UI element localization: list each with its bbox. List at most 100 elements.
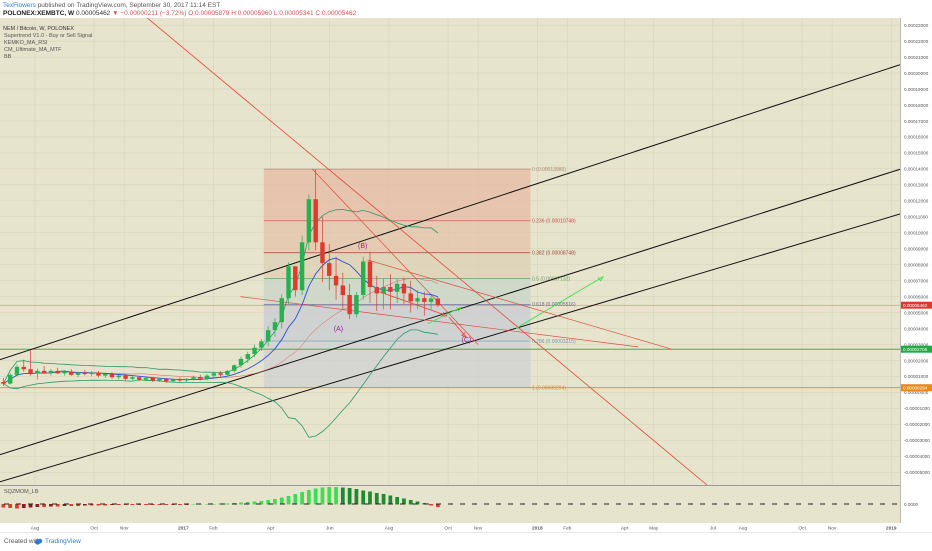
candle-body <box>136 377 142 380</box>
price-tick-label: 0.00011000 <box>904 215 928 220</box>
down-triangle-icon: ▼ <box>112 10 119 17</box>
price-axis[interactable]: 0.00023000 0.00022000 0.00021000 0.00020000… <box>904 23 930 507</box>
price-tick-label: 0.00020000 <box>904 71 929 76</box>
candle-body <box>130 377 135 379</box>
candle <box>245 351 250 363</box>
time-tick-label: Nov <box>474 526 483 532</box>
candle-body <box>143 378 149 380</box>
candle <box>306 194 312 251</box>
price-tick-label: -0.00005000 <box>904 470 930 475</box>
indicator-supertrend[interactable]: Supertrend V1.0 - Buy or Sell Signal <box>4 33 93 39</box>
fib-level-label: 0.382 (0.00008748) <box>532 251 576 257</box>
last-price: 0.00005462 <box>75 10 111 17</box>
candle <box>347 283 352 319</box>
price-tag-background <box>901 384 932 392</box>
time-axis[interactable]: Aug Oct Nov 2017 Feb Apr Jun Aug Oct Nov 2018 Feb Ap… <box>31 526 897 532</box>
symbol-label[interactable]: POLONEX:XEMBTC, W <box>3 10 75 17</box>
price-tick-label: -0.00001000 <box>904 406 930 411</box>
candle <box>286 262 291 305</box>
candle <box>170 378 176 383</box>
downtrend-line-major <box>146 18 708 485</box>
candle-body <box>55 370 60 374</box>
candle-body <box>272 322 278 331</box>
candle-body <box>347 295 352 315</box>
candle-body <box>394 283 400 292</box>
wave-label: (C) <box>462 337 472 344</box>
candle-body <box>41 370 47 374</box>
candle-body <box>116 375 122 378</box>
created-with-label: Created with <box>4 538 41 545</box>
wave-label: (A) <box>334 326 343 333</box>
time-tick-label: Oct <box>444 526 452 532</box>
tradingview-brand[interactable]: TradingView <box>45 538 81 545</box>
pair-title: NEM / Bitcoin, W, POLONEX <box>3 26 74 32</box>
candle <box>367 251 373 303</box>
candle <box>354 291 359 318</box>
time-tick-label: Aug <box>31 526 40 532</box>
candle <box>299 235 305 296</box>
candle <box>184 378 189 383</box>
trend-lines[interactable] <box>0 18 900 485</box>
price-tags: 0.00005462 0.00002706 0.00000294 <box>901 301 932 392</box>
fib-zone <box>263 304 531 342</box>
candle-body <box>177 379 183 381</box>
indicator-kemko[interactable]: KEMKO_MA_RSI <box>4 40 48 46</box>
candle-body <box>401 283 407 294</box>
candle <box>204 374 210 381</box>
time-tick-label: Jul <box>710 526 716 532</box>
candle <box>177 377 183 383</box>
candle-body <box>354 295 359 315</box>
candle-body <box>1 382 6 384</box>
candle-body <box>35 370 40 374</box>
candle-body <box>299 242 305 291</box>
price-tick-label: 0.00002000 <box>904 358 929 363</box>
indicator-lines <box>3 209 439 438</box>
candle <box>381 279 386 310</box>
fib-level-label: 0.786 (0.00003215) <box>532 339 576 345</box>
price-tick-label: 0.00023000 <box>904 23 929 28</box>
candle-body <box>191 377 196 379</box>
candle-body <box>265 330 271 342</box>
arrow-projection-up-1 <box>427 306 462 325</box>
candle-body <box>259 341 264 348</box>
time-tick-label: Oct <box>798 526 806 532</box>
price-tick-label: -0.00003000 <box>904 438 930 443</box>
time-axis-background <box>0 523 932 532</box>
candle-body <box>367 261 373 288</box>
candle <box>320 216 325 283</box>
price-tag-text: 0.00002706 <box>903 347 928 352</box>
candle-body <box>225 370 230 375</box>
candle <box>238 356 244 368</box>
price-tick-label: 0.00016000 <box>904 135 929 140</box>
candle <box>41 366 47 375</box>
candle-body <box>306 199 312 243</box>
time-tick-label: Feb <box>209 526 218 532</box>
candles[interactable] <box>1 169 441 387</box>
candle-body <box>170 379 176 382</box>
candle <box>82 370 88 376</box>
candle <box>340 272 346 310</box>
price-tag-background <box>901 301 932 309</box>
publish-info: published on TradingView.com, September … <box>37 2 221 9</box>
indicator-sqzmom[interactable]: SQZMOM_LB <box>4 489 39 495</box>
candle <box>48 369 54 376</box>
candle-body <box>198 377 203 379</box>
candle <box>293 266 298 297</box>
price-tag: 0.00002706 <box>901 345 932 353</box>
candle <box>191 375 196 381</box>
candle-body <box>204 375 210 379</box>
candle-body <box>408 293 413 302</box>
author-link[interactable]: TexFlowers <box>3 2 36 9</box>
indicator-bb[interactable]: BB <box>4 54 12 60</box>
candle <box>89 370 94 377</box>
candle-body <box>89 372 94 375</box>
candle <box>116 374 122 380</box>
time-tick-label: May <box>649 526 659 532</box>
chart-svg[interactable]: 0 (0.00013986) 0.236 (0.00010748) 0.382 (0… <box>0 18 932 532</box>
indicator-cm-ma[interactable]: CM_Ultimate_MA_MTF <box>4 47 62 53</box>
fib-level-label: 0 (0.00013986) <box>532 167 566 173</box>
annotations[interactable]: (B) (A) (C) <box>334 243 604 344</box>
candle-body <box>238 358 244 366</box>
squeeze-momentum-histogram <box>1 487 897 509</box>
fib-level-label: 0.236 (0.00010748) <box>532 219 576 225</box>
